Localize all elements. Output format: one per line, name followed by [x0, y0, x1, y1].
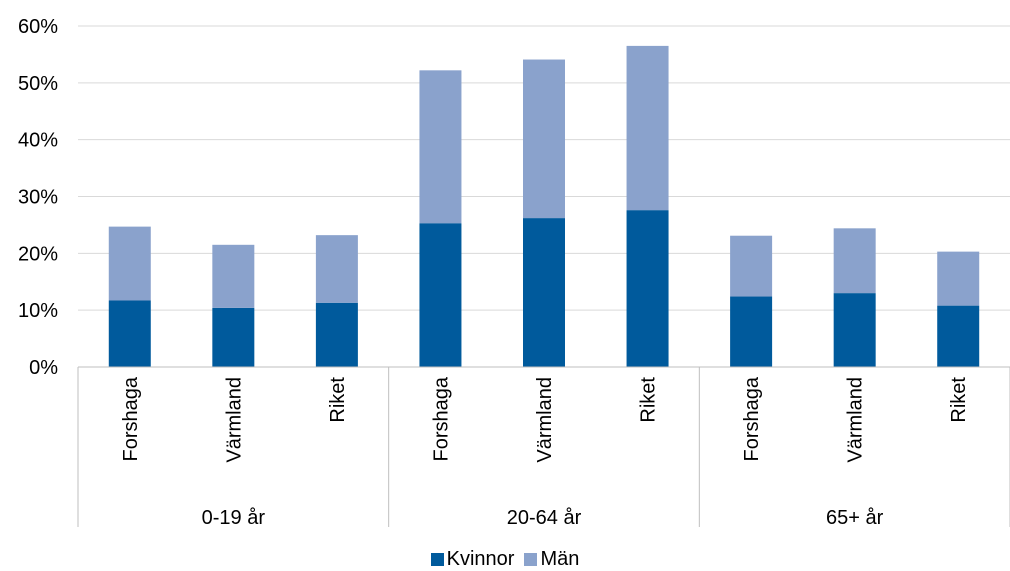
- x-category-label: Värmland: [845, 377, 867, 463]
- bar-kvinnor: [626, 210, 669, 367]
- x-category-label: Forshaga: [430, 376, 452, 461]
- y-tick-label: 50%: [18, 73, 58, 95]
- x-category-label: Forshaga: [120, 376, 142, 461]
- bar-kvinnor: [315, 302, 358, 367]
- group-label: 65+ år: [826, 507, 884, 529]
- labels: 0% 10% 20% 30% 40% 50% 60% Forshaga Värmland Rike…: [18, 16, 970, 529]
- bar-kvinnor: [108, 300, 151, 367]
- bar-man: [626, 45, 669, 211]
- y-tick-label: 30%: [18, 187, 58, 209]
- x-category-label: Riket: [327, 377, 349, 423]
- y-tick-label: 60%: [18, 16, 58, 38]
- y-tick-label: 0%: [29, 357, 58, 379]
- legend-swatch-kvinnor: [430, 552, 444, 566]
- legend-swatch-man: [524, 552, 538, 566]
- group-label: 20-64 år: [507, 507, 582, 529]
- legend-item-man: Män: [524, 548, 579, 571]
- bars: [108, 45, 980, 367]
- bar-kvinnor: [730, 296, 773, 367]
- bar-man: [937, 251, 980, 306]
- x-category-label: Värmland: [223, 377, 245, 463]
- bar-kvinnor: [937, 305, 980, 367]
- group-label: 0-19 år: [202, 507, 266, 529]
- bar-man: [212, 244, 255, 308]
- x-category-label: Värmland: [534, 377, 556, 463]
- x-category-label: Riket: [948, 377, 970, 423]
- y-tick-label: 20%: [18, 243, 58, 265]
- bar-man: [833, 228, 876, 294]
- bar-man: [108, 226, 151, 301]
- y-tick-label: 10%: [18, 300, 58, 322]
- bar-man: [419, 70, 462, 224]
- legend-label-kvinnor: Kvinnor: [446, 547, 515, 570]
- bar-man: [523, 59, 565, 219]
- y-tick-label: 40%: [18, 130, 58, 152]
- legend: Kvinnor Män: [0, 547, 1010, 571]
- bar-kvinnor: [419, 223, 462, 367]
- stacked-bar-chart: 0% 10% 20% 30% 40% 50% 60% Forshaga Värmland Rike…: [18, 16, 1010, 529]
- legend-label-man: Män: [540, 547, 580, 570]
- bar-kvinnor: [833, 293, 876, 367]
- bar-man: [315, 235, 358, 303]
- bar-man: [730, 235, 773, 297]
- bar-kvinnor: [212, 307, 255, 367]
- x-category-label: Forshaga: [741, 376, 763, 461]
- x-category-label: Riket: [638, 377, 660, 423]
- bar-kvinnor: [523, 218, 565, 367]
- axes: [77, 366, 1010, 527]
- legend-item-kvinnor: Kvinnor: [430, 547, 515, 571]
